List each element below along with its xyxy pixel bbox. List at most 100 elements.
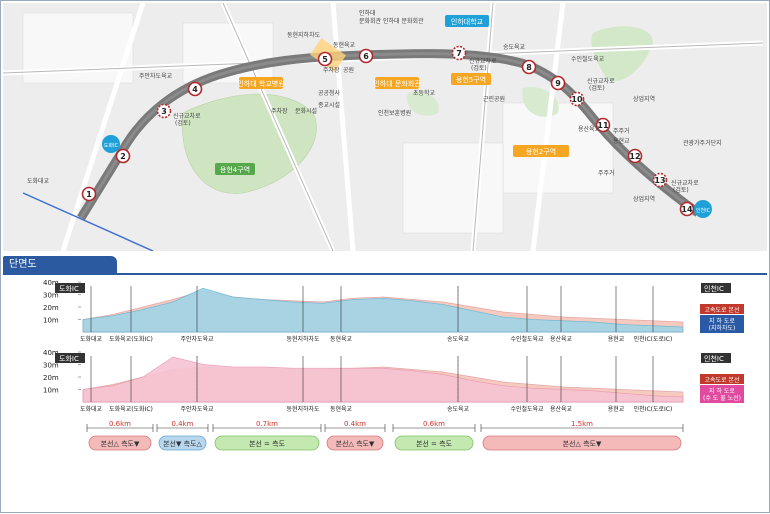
svg-text:(검토): (검토) xyxy=(471,65,487,72)
svg-text:동현지하차도: 동현지하차도 xyxy=(287,31,321,39)
node-number: 6 xyxy=(363,52,369,61)
y-tick-label: 40m xyxy=(43,279,59,287)
legend-item: 지 하 도로 xyxy=(709,317,735,325)
segment-pill xyxy=(214,435,320,451)
station-label: 용현교 xyxy=(608,405,625,413)
station-label: 용산육교 xyxy=(550,335,573,343)
svg-text:공원: 공원 xyxy=(343,66,354,74)
svg-text:주주거: 주주거 xyxy=(598,169,615,177)
profile-panel: 40m 30m 20m 10m 도화대교 도화육교(도화IC) 주안차도육교 동현지하차도 동현… xyxy=(43,349,744,413)
svg-text:(검토): (검토) xyxy=(175,120,191,127)
legend-item: 고속도로 본선 xyxy=(704,306,739,314)
legend-item: 지 하 도로 xyxy=(709,387,735,395)
segment-label: 본선△ 측도▼ xyxy=(563,439,602,448)
node-number: 2 xyxy=(120,152,126,161)
segment-distance: 0.4km xyxy=(344,420,366,428)
node-number: 5 xyxy=(322,55,328,64)
station-label: 도화대교 xyxy=(80,405,103,413)
svg-text:수인철도육교: 수인철도육교 xyxy=(571,55,605,63)
station-label: 용현교 xyxy=(608,335,625,343)
segment-pill xyxy=(158,435,207,451)
route-map: 1 2 3 4 5 6 7 8 9 10 11 12 13 14 인하대 학교병원 인하대 문화회관 용현… xyxy=(3,3,767,251)
segment-label: 본선 = 측도 xyxy=(249,439,286,448)
svg-text:인천보훈병원: 인천보훈병원 xyxy=(378,109,411,117)
svg-text:송도육교: 송도육교 xyxy=(503,43,526,51)
svg-text:인하대 문화회관: 인하대 문화회관 xyxy=(383,17,424,25)
profile-panel: 40m 30m 20m 10m 도화대교 도화육교(도화IC) 주안차도육교 동현지하차도 동현… xyxy=(43,279,744,343)
segment-label: 본선 = 측도 xyxy=(416,439,453,448)
svg-text:(검토): (검토) xyxy=(589,85,605,92)
svg-text:종교시설: 종교시설 xyxy=(318,101,340,109)
node-marker xyxy=(187,81,203,97)
svg-text:신규교차로: 신규교차로 xyxy=(587,77,615,85)
end-label: 인천IC xyxy=(704,284,724,293)
y-tick-label: 40m xyxy=(43,349,59,357)
segment-pill xyxy=(394,435,474,451)
start-label: 도화IC xyxy=(59,355,79,363)
svg-text:동현육교: 동현육교 xyxy=(333,41,356,49)
node-marker xyxy=(81,186,97,202)
segment-pill xyxy=(88,435,152,451)
svg-text:용현교: 용현교 xyxy=(613,137,630,145)
node-number: 4 xyxy=(192,85,198,94)
svg-text:신규교차로: 신규교차로 xyxy=(671,179,699,187)
station-label: 주안차도육교 xyxy=(180,335,214,343)
station-label: 동현지하차도 xyxy=(286,335,320,343)
segment-distance: 0.7km xyxy=(256,420,278,428)
svg-text:용현4구역: 용현4구역 xyxy=(220,165,250,174)
segment-distance: 0.6km xyxy=(109,420,131,428)
station-label: 도화대교 xyxy=(80,335,103,343)
node-marker xyxy=(115,148,131,164)
svg-text:공공청사: 공공청사 xyxy=(318,89,341,97)
node-marker xyxy=(358,48,374,64)
node-number: 10 xyxy=(571,95,583,104)
series-area xyxy=(82,356,684,403)
legend-item: (지하차도) xyxy=(709,324,736,332)
y-tick-label: 10m xyxy=(43,387,59,395)
station-label: 동현육교 xyxy=(330,405,353,413)
node-marker xyxy=(521,59,537,75)
node-number: 9 xyxy=(555,79,561,88)
y-tick-label: 30m xyxy=(43,362,59,370)
node-marker xyxy=(679,201,695,217)
start-label: 도화IC xyxy=(59,285,79,293)
svg-text:용현5구역: 용현5구역 xyxy=(456,75,486,84)
svg-text:주차장: 주차장 xyxy=(323,66,340,74)
node-number: 1 xyxy=(86,190,92,199)
elevation-profile: 40m 30m 20m 10m 도화대교 도화육교(도화IC) 주안차도육교 동현지하차도 동현… xyxy=(3,276,767,510)
svg-text:용산육교: 용산육교 xyxy=(578,125,601,133)
legend-item: (수 도 물 노선) xyxy=(703,394,741,402)
series-area xyxy=(82,287,684,333)
svg-text:주안차도육교: 주안차도육교 xyxy=(139,72,173,80)
y-tick-label: 30m xyxy=(43,292,59,300)
node-number: 13 xyxy=(654,176,665,185)
segment-pill xyxy=(482,435,682,451)
station-label: 동현육교 xyxy=(330,335,353,343)
node-marker xyxy=(569,91,585,107)
node-number: 11 xyxy=(597,121,609,130)
node-number: 7 xyxy=(456,49,462,58)
svg-text:도화대교: 도화대교 xyxy=(27,177,50,185)
node-number: 3 xyxy=(161,107,167,116)
svg-text:문화시설: 문화시설 xyxy=(295,107,317,115)
svg-text:인하대학교: 인하대학교 xyxy=(451,17,484,26)
node-number: 12 xyxy=(629,152,640,161)
node-number: 14 xyxy=(681,205,693,214)
station-label: 동현지하차도 xyxy=(286,405,320,413)
node-marker xyxy=(451,45,467,61)
station-label: 주안차도육교 xyxy=(180,405,214,413)
svg-text:인하대: 인하대 xyxy=(359,9,376,17)
segment-pill xyxy=(326,435,384,451)
svg-text:주차장: 주차장 xyxy=(271,107,288,115)
svg-text:신규교차로: 신규교차로 xyxy=(173,112,201,120)
station-label: 인천IC(도로IC) xyxy=(634,335,673,343)
segment-distance: 0.4km xyxy=(171,420,193,428)
segment-label: 본선△ 측도▼ xyxy=(336,439,375,448)
segment-label: 본선△ 측도▼ xyxy=(101,439,140,448)
segment-distance: 0.6km xyxy=(423,420,445,428)
svg-text:주주거: 주주거 xyxy=(613,127,630,135)
node-marker xyxy=(652,172,668,188)
legend-item: 고속도로 본선 xyxy=(704,376,739,384)
profile-rule xyxy=(3,273,767,275)
svg-text:문화회관: 문화회관 xyxy=(359,17,382,25)
